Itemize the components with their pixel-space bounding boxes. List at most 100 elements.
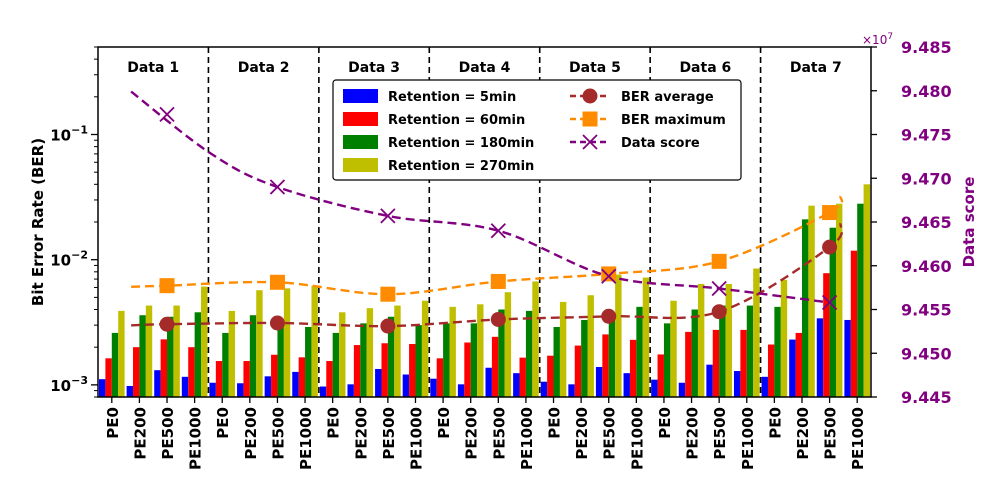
marker-data-score-g3-stroke-b (380, 208, 396, 224)
legend-label-series-1: Retention = 60min (388, 113, 525, 128)
group-label-1: Data 1 (127, 60, 179, 76)
bar-retention-5min-g4-c2 (485, 367, 492, 397)
x-tick-label-g7-pe500: PE500 (822, 407, 840, 460)
bar-retention-60min-g1-c2 (160, 339, 168, 397)
bar-retention-5min-g3-c0 (319, 386, 327, 397)
marker-data-score-g6 (711, 280, 727, 297)
right-tick-label-7: 9.480 (901, 82, 952, 101)
bar-retention-270min-g4-c2 (504, 292, 512, 397)
bar-retention-5min-g3-c2 (375, 368, 382, 397)
group-labels: Data 1 Data 2 Data 3 Data 4 Data 5 Data 6 Data… (127, 60, 841, 76)
bar-retention-60min-g2-c2 (271, 354, 278, 397)
bar-retention-180min-g1-c2 (167, 316, 174, 397)
bar-retention-270min-g7-c3 (863, 184, 870, 397)
bar-retention-270min-g6-c3 (753, 268, 760, 397)
group-label-6: Data 6 (679, 60, 731, 76)
left-tick-label-0: 10−1 (50, 124, 88, 145)
bar-retention-60min-g6-c2 (712, 329, 720, 397)
marker-data-score-g7-stroke-b (821, 294, 838, 311)
x-tick-label-g6-pe200: PE200 (684, 407, 702, 460)
legend-label-line-2: Data score (621, 136, 700, 151)
group-label-5: Data 5 (569, 60, 621, 76)
marker-ber-maximum-g5 (601, 266, 617, 282)
marker-ber-maximum-g6 (711, 253, 727, 269)
right-tick-label-4: 9.465 (901, 213, 952, 232)
legend-swatch-3 (343, 158, 378, 172)
x-tick-label-g5-pe0: PE0 (546, 407, 564, 439)
x-tick-label-g1-pe500: PE500 (159, 407, 177, 460)
bar-retention-5min-g4-c1 (457, 384, 465, 397)
legend-marker-0 (582, 88, 598, 104)
bar-retention-270min-g1-c3 (201, 286, 208, 397)
x-tick-label-g6-pe500: PE500 (711, 407, 729, 460)
right-tick-label-2: 9.455 (901, 301, 952, 320)
left-axis: 10−110−210−3 (50, 46, 98, 398)
bar-retention-270min-g1-c0 (118, 310, 125, 397)
right-axis-multiplier-base: ×10 (862, 33, 887, 47)
x-tick-label-g2-pe0: PE0 (214, 407, 232, 439)
bar-retention-5min-g6-c1 (678, 382, 686, 397)
x-tick-label-g5-pe1000: PE1000 (628, 407, 646, 470)
bar-retention-5min-g7-c2 (816, 318, 824, 397)
bar-retention-270min-g2-c1 (256, 290, 263, 397)
bar-retention-270min-g1-c1 (145, 305, 153, 397)
bar-retention-5min-g1-c3 (181, 376, 189, 397)
bar-retention-5min-g5-c2 (595, 366, 603, 397)
bar-retention-270min-g5-c0 (559, 301, 567, 397)
marker-data-score-g2-stroke-b (269, 179, 286, 195)
bar-retention-180min-g2-c3 (305, 326, 312, 397)
bar-retention-60min-g3-c0 (326, 361, 333, 397)
group-label-3: Data 3 (348, 60, 400, 76)
right-axis-multiplier-exp: 7 (887, 32, 893, 42)
bar-retention-180min-g3-c3 (415, 325, 422, 397)
bar-retention-60min-g1-c1 (133, 347, 140, 397)
bar-retention-180min-g3-c1 (360, 323, 367, 397)
bar-retention-60min-g4-c3 (519, 357, 526, 397)
marker-ber-maximum-g2 (269, 274, 285, 290)
group-label-2: Data 2 (238, 60, 290, 76)
bar-retention-60min-g5-c1 (574, 345, 582, 397)
bar-retention-270min-g6-c0 (670, 300, 677, 397)
bar-retention-60min-g3-c2 (381, 343, 388, 397)
bar-retention-5min-g3-c1 (347, 384, 354, 397)
bar-retention-60min-g7-c3 (850, 250, 858, 397)
bar-retention-180min-g6-c1 (691, 309, 698, 397)
x-tick-label-g3-pe500: PE500 (380, 407, 398, 460)
x-tick-label-g1-pe200: PE200 (131, 407, 149, 460)
bar-retention-270min-g5-c2 (615, 274, 622, 397)
x-tick-label-g5-pe500: PE500 (601, 407, 619, 460)
legend-label-series-0: Retention = 5min (388, 90, 516, 105)
left-tick-exp-2: −3 (71, 374, 88, 387)
right-tick-label-8: 9.485 (901, 38, 952, 57)
bar-retention-270min-g5-c1 (587, 295, 594, 397)
group-label-4: Data 4 (459, 60, 511, 76)
left-tick-base-1: 10 (50, 252, 71, 270)
bar-retention-270min-g2-c2 (283, 288, 291, 397)
right-axis: 9.445 9.450 9.455 9.460 9.465 9.470 9.475 9.480… (871, 38, 952, 407)
bar-retention-5min-g2-c0 (209, 382, 216, 397)
left-tick-base-0: 10 (50, 127, 71, 145)
bar-retention-180min-g2-c0 (222, 332, 229, 397)
x-tick-label-g7-pe1000: PE1000 (849, 407, 867, 470)
x-tick-label-g2-pe500: PE500 (269, 407, 287, 460)
bar-retention-60min-g7-c2 (823, 273, 830, 397)
x-tick-label-g7-pe0: PE0 (766, 407, 784, 439)
bar-retention-5min-g5-c1 (568, 384, 575, 397)
x-tick-label-g2-pe200: PE200 (242, 407, 260, 460)
bar-retention-180min-g4-c1 (470, 323, 478, 397)
x-tick-label-g5-pe200: PE200 (573, 407, 591, 460)
bar-retention-270min-g1-c2 (173, 305, 180, 397)
bar-retention-5min-g2-c1 (237, 383, 244, 397)
bar-retention-270min-g5-c3 (642, 277, 650, 397)
group-separators (207, 47, 762, 397)
x-tick-label-g7-pe200: PE200 (794, 407, 812, 460)
trend-line-ber-maximum (131, 195, 844, 296)
left-tick-exp-0: −1 (71, 124, 88, 137)
bar-retention-60min-g1-c0 (105, 358, 112, 397)
marker-ber-average-g1 (159, 316, 175, 332)
bar-retention-5min-g7-c3 (844, 319, 851, 397)
right-tick-label-5: 9.470 (901, 169, 952, 188)
bar-retention-60min-g1-c3 (188, 347, 195, 397)
x-tick-label-g6-pe0: PE0 (656, 407, 674, 439)
